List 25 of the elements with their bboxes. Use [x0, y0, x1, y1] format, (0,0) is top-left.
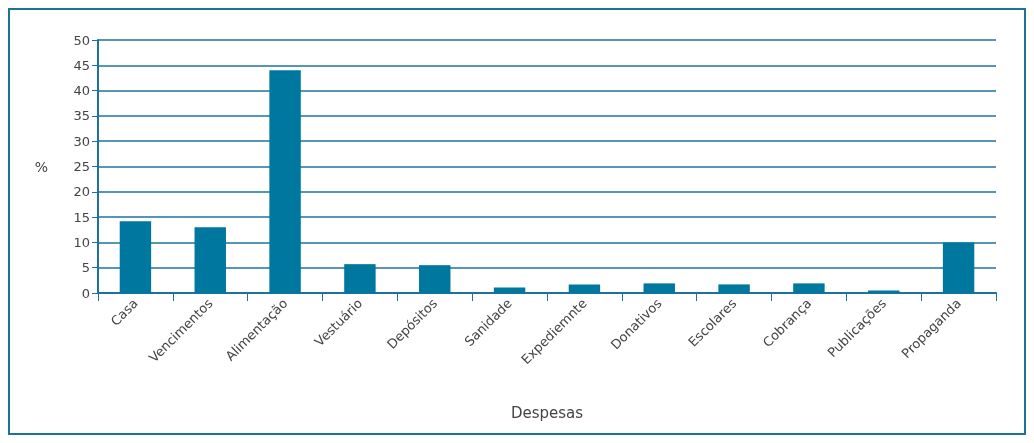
- y-tick-label: 10: [73, 234, 90, 250]
- y-tick-label: 0: [81, 285, 90, 301]
- y-axis-title: %: [34, 158, 48, 175]
- bar: [718, 284, 750, 293]
- bar: [493, 287, 526, 293]
- bar: [868, 290, 900, 293]
- y-tick-label: 15: [73, 209, 90, 225]
- y-tick-label: 40: [73, 83, 90, 99]
- y-tick-label: 5: [81, 260, 90, 276]
- y-tick-label: 45: [73, 57, 90, 73]
- x-axis-title: Despesas: [510, 403, 584, 422]
- bar: [119, 221, 152, 293]
- bar: [568, 284, 601, 293]
- y-tick-label: 30: [73, 133, 90, 149]
- bar: [344, 264, 376, 293]
- bar: [194, 227, 226, 293]
- bar: [942, 242, 975, 293]
- y-tick-label: 20: [73, 184, 90, 200]
- y-tick-label: 25: [73, 159, 90, 174]
- y-tick-label: 35: [73, 108, 90, 124]
- bar: [793, 283, 825, 293]
- y-tick-label: 50: [73, 32, 90, 48]
- bar: [643, 283, 675, 293]
- bar: [269, 70, 301, 293]
- bar: [419, 265, 451, 293]
